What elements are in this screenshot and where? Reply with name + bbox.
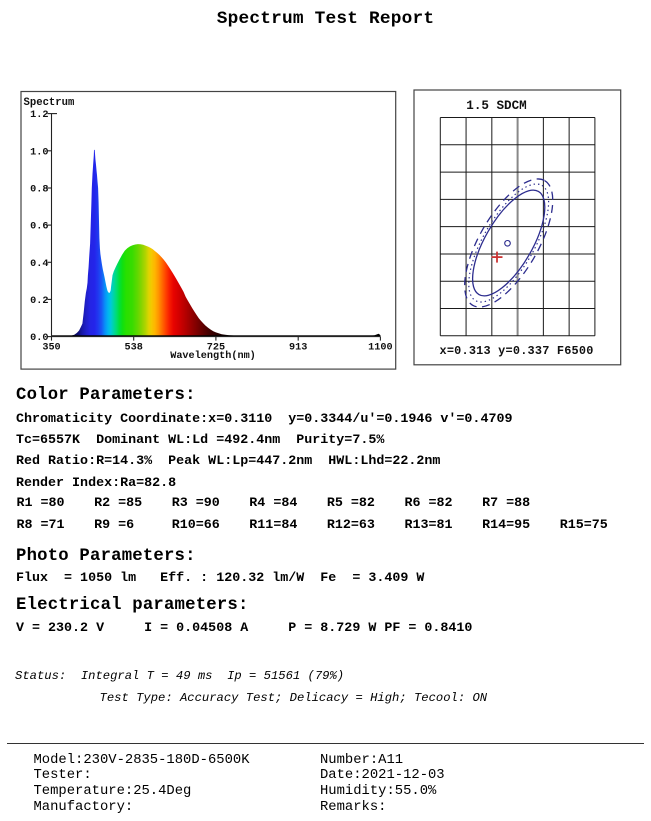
svg-text:1100: 1100 (368, 343, 392, 354)
svg-text:x=0.313 y=0.337 F6500: x=0.313 y=0.337 F6500 (440, 344, 594, 358)
svg-text:725: 725 (207, 343, 225, 354)
svg-text:0.2: 0.2 (30, 296, 48, 307)
svg-text:1.2: 1.2 (30, 110, 48, 121)
svg-text:0.6: 0.6 (30, 222, 48, 233)
svg-text:0.8: 0.8 (30, 185, 48, 196)
svg-text:Spectrum: Spectrum (24, 97, 75, 109)
svg-text:538: 538 (125, 343, 143, 354)
svg-text:0.0: 0.0 (30, 333, 48, 344)
svg-text:913: 913 (289, 343, 307, 354)
svg-text:1.0: 1.0 (30, 147, 48, 158)
svg-text:0.4: 0.4 (30, 259, 48, 270)
svg-text:350: 350 (42, 343, 60, 354)
svg-text:1.5 SDCM: 1.5 SDCM (466, 99, 526, 113)
svg-text:Wavelength(nm): Wavelength(nm) (170, 350, 256, 362)
